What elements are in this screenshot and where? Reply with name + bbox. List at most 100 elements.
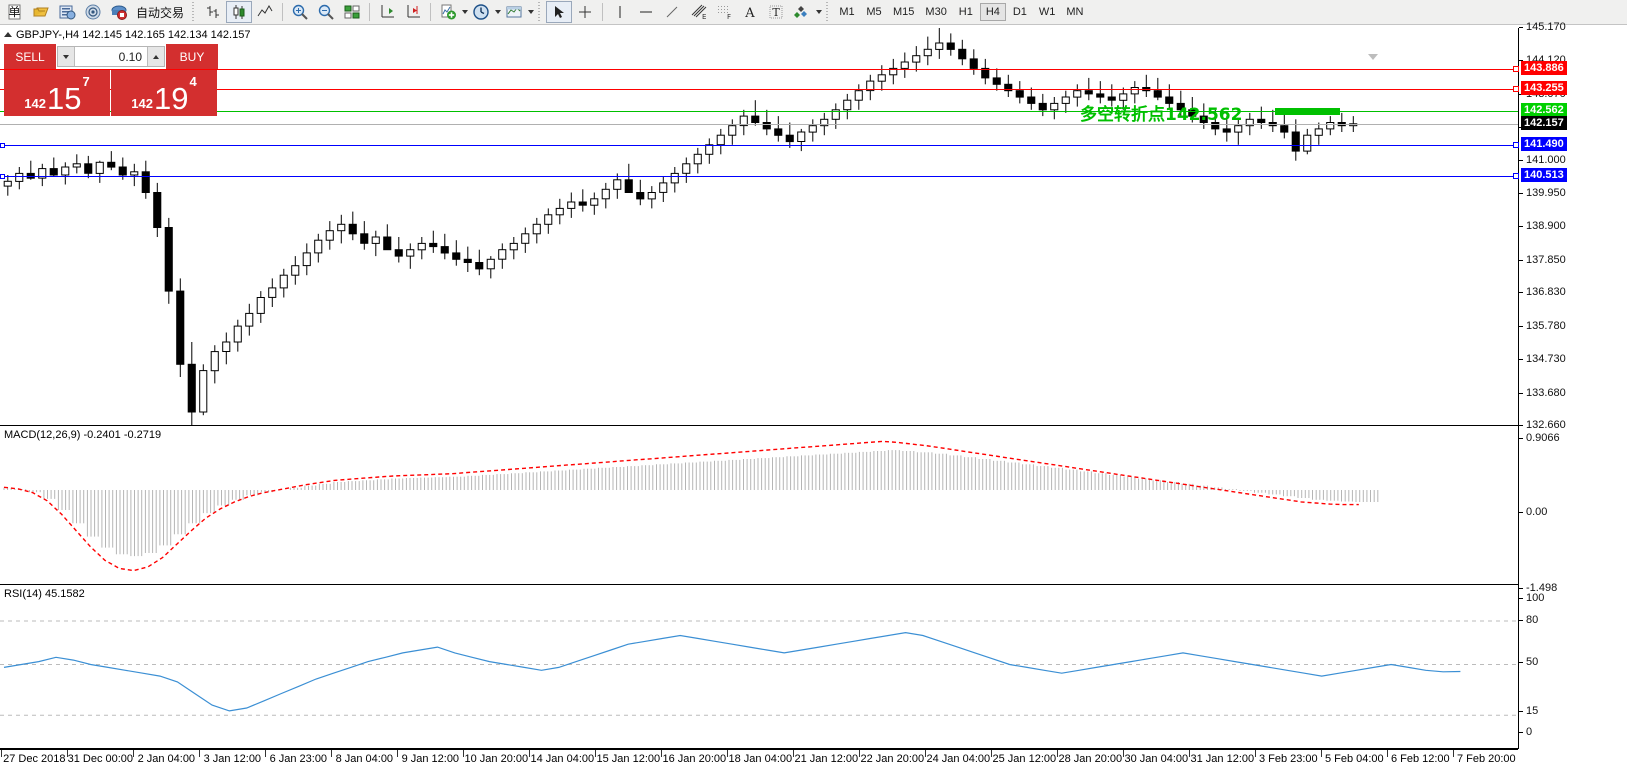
time-label: 3 Jan 12:00 [203,753,262,765]
time-label: 24 Jan 04:00 [926,753,991,765]
svg-text:E: E [702,13,706,21]
timeframe-group: M1 M5 M15 M30 H1 H4 D1 W1 MN [834,3,1088,21]
signals-icon[interactable] [80,1,106,23]
level-handle[interactable] [1513,173,1519,180]
time-tick [397,750,399,757]
time-tick [925,750,927,757]
templates-dropdown-icon[interactable] [528,10,535,14]
rsi-tick: 100 [1519,592,1544,604]
text-label-icon[interactable]: A [737,1,763,23]
chart-annotation[interactable]: 多空转折点142.562 [1080,104,1243,125]
line-chart-icon[interactable] [252,1,278,23]
volume-increase-icon[interactable] [147,47,164,66]
time-tick [463,750,465,757]
timeframe-button-w1[interactable]: W1 [1038,6,1056,18]
price-tick: 132.660 [1519,419,1566,431]
time-label: 28 Jan 20:00 [1058,753,1123,765]
timeframe-button-h1[interactable]: H1 [958,6,973,18]
cursor-icon[interactable] [546,1,573,23]
time-label: 25 Jan 12:00 [992,753,1057,765]
add-indicator-icon[interactable] [435,1,461,23]
new-order-icon[interactable]: 单 [2,1,28,23]
price-tick: 138.900 [1519,220,1566,232]
templates-icon[interactable] [501,1,527,23]
time-tick [1321,750,1323,757]
highlight-box[interactable] [1275,108,1340,116]
timeframe-button-d1[interactable]: D1 [1012,6,1027,18]
time-label: 27 Dec 2018 [3,753,66,765]
rsi-tick: 80 [1519,614,1538,626]
level-line[interactable] [0,68,1518,70]
level-handle[interactable] [1513,142,1519,149]
level-line[interactable] [0,143,1518,149]
text-box-icon[interactable]: T [763,1,789,23]
price-pane[interactable]: 多空转折点142.562 [0,28,1518,426]
macd-tick: 0.9066 [1519,432,1560,444]
time-tick [793,750,795,757]
folder-icon[interactable] [28,1,54,23]
level-line[interactable] [0,123,1518,125]
price-label-143.886[interactable]: 143.886 [1521,60,1567,75]
timeframe-button-m5[interactable]: M5 [866,6,882,18]
timeframe-button-m15[interactable]: M15 [893,6,915,18]
rsi-pane[interactable]: RSI(14) 45.1582 [0,586,1518,749]
sell-price[interactable]: 142 15 7 [4,70,110,116]
timeframe-button-m30[interactable]: M30 [925,6,947,18]
collapse-triangle-icon[interactable] [4,32,12,37]
vertical-line-icon[interactable] [607,1,633,23]
toolbar-grip[interactable] [191,2,198,22]
timeframe-button-mn[interactable]: MN [1066,6,1084,18]
macd-pane[interactable]: MACD(12,26,9) -0.2401 -0.2719 [0,427,1518,585]
macd-series [0,427,1518,584]
price-label-142.157[interactable]: 142.157 [1521,115,1567,130]
market-icon[interactable] [106,1,132,23]
price-label-142.562[interactable]: 142.562 [1521,102,1567,117]
volume-value[interactable]: 0.10 [118,49,142,64]
volume-input[interactable]: 0.10 [57,46,165,67]
time-axis[interactable]: 27 Dec 2018 31 Dec 00:00 2 Jan 04:00 3 Jan … [0,749,1518,771]
crosshair-icon[interactable] [572,1,598,23]
chart-shift-icon[interactable] [400,1,426,23]
toolbar-grip-2[interactable] [537,2,544,22]
buy-button[interactable]: BUY [166,44,218,69]
rsi-series [0,586,1518,748]
period-dropdown-icon[interactable] [495,10,502,14]
zoom-in-icon[interactable] [287,1,313,23]
volume-decrease-icon[interactable] [58,47,75,66]
fibonacci-icon[interactable]: E [685,1,711,23]
trendline-icon[interactable] [659,1,685,23]
symbol-header-text: GBPJPY-,H4 142.145 142.165 142.134 142.1… [16,28,251,41]
price-label-140.513[interactable]: 140.513 [1521,168,1567,183]
bar-chart-icon[interactable] [200,1,226,23]
add-indicator-dropdown-icon[interactable] [462,10,469,14]
one-click-trading-panel[interactable]: SELL 0.10 BUY 142 15 7 142 19 4 [4,44,218,116]
time-tick [199,750,201,757]
timeframe-button-m1[interactable]: M1 [839,6,855,18]
price-tick: 145.170 [1519,21,1566,33]
timeframe-button-h4[interactable]: H4 [979,3,1006,21]
buy-price[interactable]: 142 19 4 [111,70,217,116]
sell-button[interactable]: SELL [4,44,56,69]
shapes-icon[interactable] [789,1,815,23]
zoom-out-icon[interactable] [313,1,339,23]
tile-windows-icon[interactable] [339,1,365,23]
price-label-141.490[interactable]: 141.490 [1521,137,1567,152]
channel-icon[interactable]: F [711,1,737,23]
auto-trade-label[interactable]: 自动交易 [136,5,185,20]
candle-chart-icon[interactable] [226,1,253,23]
toolbar-grip-3[interactable] [825,2,832,22]
news-icon[interactable] [54,1,80,23]
price-label-143.255[interactable]: 143.255 [1521,80,1567,95]
time-tick [265,750,267,757]
auto-scroll-icon[interactable] [374,1,400,23]
horizontal-line-icon[interactable] [633,1,659,23]
shapes-dropdown-icon[interactable] [816,10,823,14]
price-axis[interactable]: 145.170144.120143.070142.020141.000139.9… [1513,21,1627,749]
level-handle[interactable] [1513,85,1519,92]
period-icon[interactable] [468,1,494,23]
level-line[interactable] [0,88,1518,90]
level-handle[interactable] [1513,65,1519,72]
level-line[interactable] [0,110,1518,112]
time-tick [331,750,333,757]
level-line[interactable] [0,174,1518,180]
